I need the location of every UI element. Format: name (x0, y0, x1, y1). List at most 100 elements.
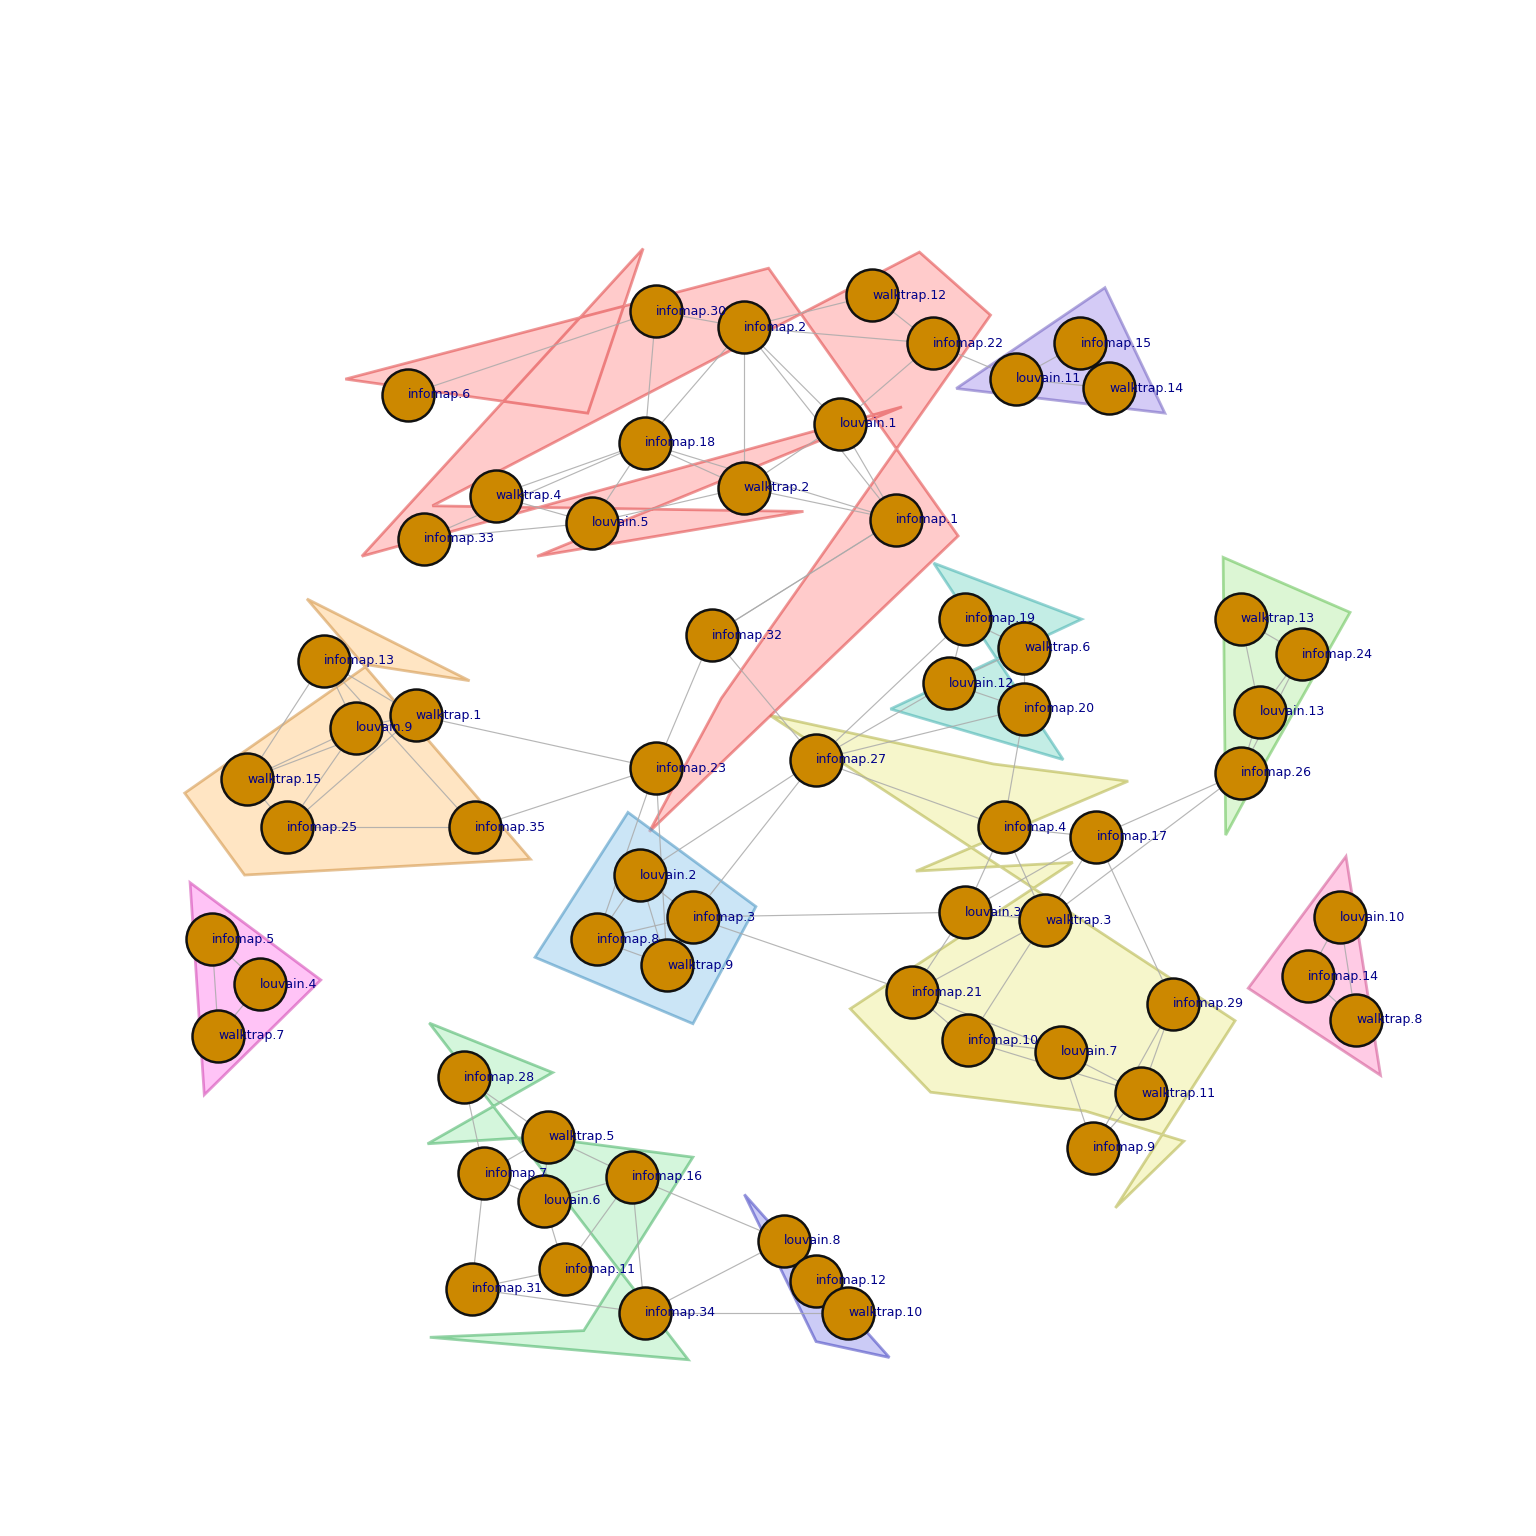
Point (633, 1301, 657, 1326)
Text: infomap.14: infomap.14 (1309, 969, 1379, 983)
Polygon shape (1223, 558, 1350, 836)
Text: infomap.1: infomap.1 (895, 513, 960, 527)
Polygon shape (190, 883, 321, 1095)
Text: louvain.10: louvain.10 (1339, 911, 1405, 923)
Polygon shape (346, 249, 991, 833)
Text: infomap.19: infomap.19 (965, 613, 1037, 625)
Point (991, 816, 1015, 840)
Text: infomap.12: infomap.12 (816, 1275, 888, 1287)
Text: infomap.35: infomap.35 (475, 820, 545, 834)
Point (484, 484, 508, 508)
Point (395, 382, 419, 407)
Point (412, 527, 436, 551)
Polygon shape (957, 287, 1164, 413)
Text: walktrap.7: walktrap.7 (218, 1029, 284, 1041)
Text: infomap.24: infomap.24 (1301, 648, 1373, 660)
Text: infomap.34: infomap.34 (645, 1306, 716, 1319)
Point (462, 816, 487, 840)
Text: walktrap.2: walktrap.2 (743, 481, 809, 495)
Point (1289, 642, 1313, 667)
Point (200, 928, 224, 952)
Text: walktrap.5: walktrap.5 (548, 1130, 614, 1143)
Point (235, 766, 260, 791)
Text: louvain.1: louvain.1 (840, 416, 897, 430)
Text: louvain.4: louvain.4 (260, 978, 318, 991)
Point (1247, 699, 1272, 723)
Point (1032, 908, 1057, 932)
Point (731, 475, 756, 499)
Text: louvain.9: louvain.9 (356, 722, 413, 734)
Polygon shape (770, 716, 1235, 1207)
Point (1081, 1135, 1106, 1160)
Text: infomap.21: infomap.21 (912, 986, 983, 998)
Point (1097, 376, 1121, 401)
Text: walktrap.15: walktrap.15 (247, 773, 321, 786)
Text: infomap.17: infomap.17 (1097, 831, 1167, 843)
Polygon shape (745, 1195, 889, 1358)
Point (1344, 1008, 1369, 1032)
Point (1129, 1081, 1154, 1106)
Point (920, 332, 945, 356)
Point (900, 980, 925, 1005)
Text: louvain.7: louvain.7 (1061, 1044, 1118, 1058)
Point (472, 1161, 496, 1186)
Text: louvain.13: louvain.13 (1260, 705, 1326, 719)
Point (628, 863, 653, 888)
Text: walktrap.1: walktrap.1 (416, 708, 482, 722)
Point (803, 1269, 828, 1293)
Text: infomap.6: infomap.6 (407, 389, 470, 401)
Text: infomap.20: infomap.20 (1025, 702, 1095, 716)
Text: infomap.33: infomap.33 (424, 533, 495, 545)
Point (654, 952, 679, 977)
Point (883, 507, 908, 531)
Text: louvain.3: louvain.3 (965, 906, 1023, 919)
Point (553, 1256, 578, 1281)
Point (937, 671, 962, 696)
Point (1049, 1040, 1074, 1064)
Point (531, 1189, 556, 1213)
Text: walktrap.10: walktrap.10 (848, 1306, 922, 1319)
Point (247, 972, 272, 997)
Text: louvain.11: louvain.11 (1017, 372, 1081, 386)
Text: walktrap.8: walktrap.8 (1356, 1014, 1422, 1026)
Point (275, 816, 300, 840)
Text: louvain.12: louvain.12 (949, 676, 1014, 690)
Polygon shape (535, 813, 756, 1023)
Text: infomap.29: infomap.29 (1174, 997, 1244, 1011)
Text: infomap.31: infomap.31 (472, 1283, 542, 1295)
Text: infomap.8: infomap.8 (596, 932, 660, 946)
Text: infomap.27: infomap.27 (816, 754, 888, 766)
Text: walktrap.11: walktrap.11 (1141, 1087, 1215, 1100)
Text: infomap.15: infomap.15 (1080, 336, 1152, 350)
Point (459, 1276, 484, 1301)
Point (344, 716, 369, 740)
Point (579, 510, 604, 535)
Text: infomap.16: infomap.16 (631, 1170, 703, 1183)
Text: walktrap.12: walktrap.12 (872, 289, 946, 303)
Point (860, 283, 885, 307)
Text: infomap.5: infomap.5 (212, 932, 275, 946)
Text: infomap.25: infomap.25 (287, 820, 358, 834)
Point (699, 622, 723, 647)
Polygon shape (891, 564, 1081, 760)
Point (452, 1064, 476, 1089)
Text: walktrap.13: walktrap.13 (1241, 613, 1315, 625)
Point (1229, 760, 1253, 785)
Text: walktrap.9: walktrap.9 (667, 958, 733, 972)
Polygon shape (184, 599, 530, 876)
Text: infomap.7: infomap.7 (484, 1167, 548, 1180)
Point (952, 607, 977, 631)
Point (680, 905, 705, 929)
Text: infomap.22: infomap.22 (932, 336, 1005, 350)
Point (1005, 367, 1029, 392)
Point (633, 430, 657, 455)
Point (644, 300, 668, 324)
Text: infomap.28: infomap.28 (464, 1071, 535, 1084)
Point (584, 928, 608, 952)
Point (803, 748, 828, 773)
Text: infomap.2: infomap.2 (743, 321, 806, 333)
Text: walktrap.3: walktrap.3 (1044, 914, 1112, 926)
Text: infomap.23: infomap.23 (656, 762, 727, 774)
Point (771, 1229, 796, 1253)
Point (955, 1028, 980, 1052)
